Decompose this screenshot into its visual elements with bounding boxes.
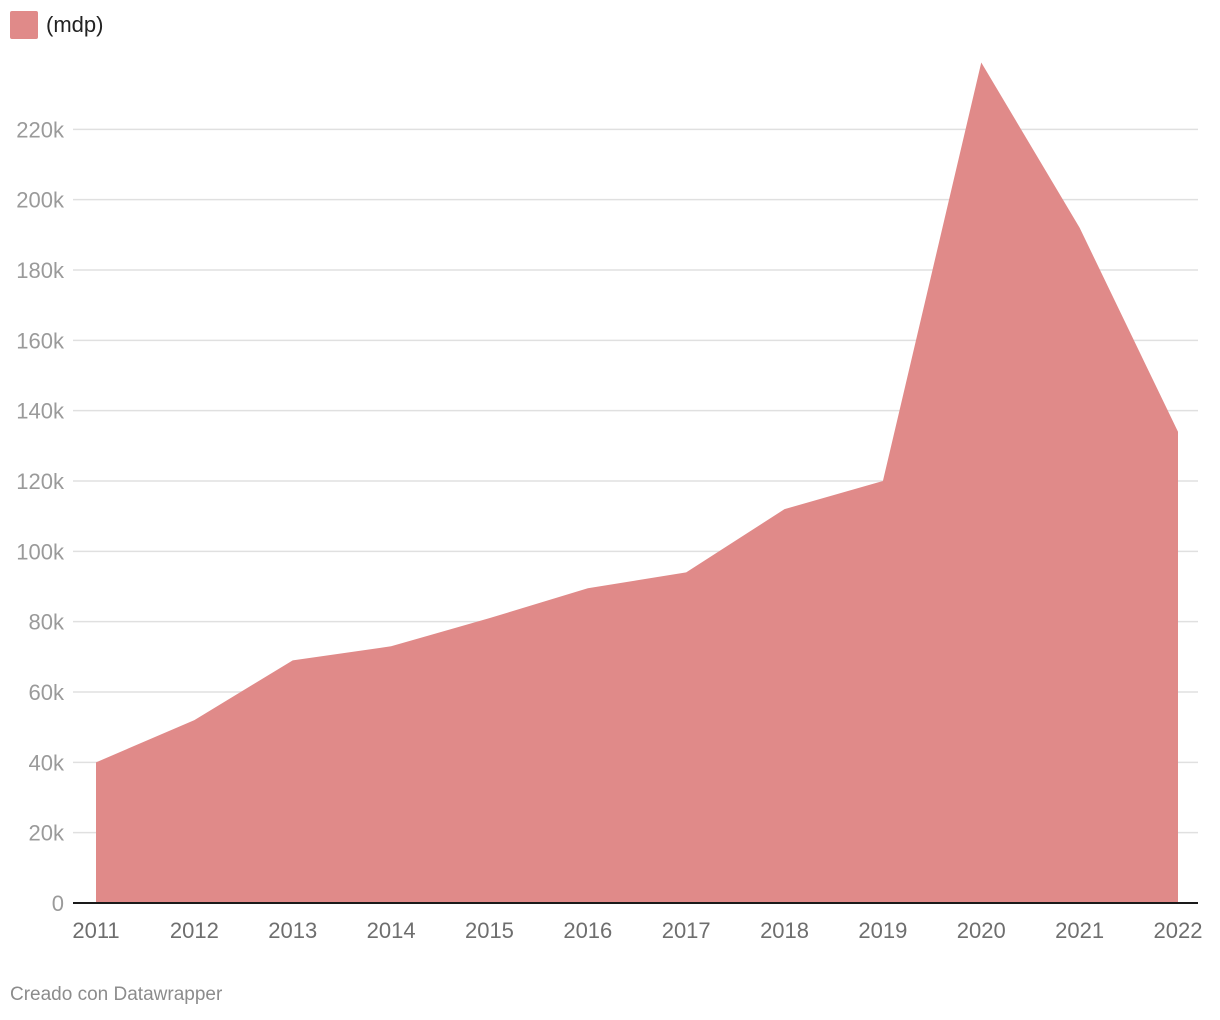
y-tick-label: 200k [16,188,65,213]
x-tick-label: 2018 [760,918,809,943]
y-tick-label: 20k [29,821,65,846]
x-tick-label: 2012 [170,918,219,943]
y-tick-label: 220k [16,117,65,142]
x-axis-ticks: 2011 2012 2013 2014 2015 2016 2017 2018 2019 2020… [72,918,1202,943]
area-series [96,62,1178,904]
x-tick-label: 2022 [1154,918,1203,943]
y-tick-label: 80k [29,610,65,635]
y-tick-label: 160k [16,328,65,353]
legend-label: (mdp) [46,12,104,37]
x-tick-label: 2014 [367,918,416,943]
footer-credit: Creado con Datawrapper [10,984,223,1005]
x-tick-label: 2016 [563,918,612,943]
x-tick-label: 2017 [662,918,711,943]
x-tick-label: 2013 [268,918,317,943]
x-tick-label: 2015 [465,918,514,943]
y-tick-label: 60k [29,680,65,705]
y-tick-label: 0 [52,891,64,916]
area-fill [96,62,1178,904]
y-axis-ticks: 0 20k 40k 60k 80k 100k 120k 140k 160k 180k 200k 220… [16,117,65,916]
x-tick-label: 2019 [858,918,907,943]
y-tick-label: 40k [29,750,65,775]
x-tick-label: 2021 [1055,918,1104,943]
y-tick-label: 120k [16,469,65,494]
y-tick-label: 100k [16,539,65,564]
legend: (mdp) [10,10,103,40]
legend-swatch [10,11,38,39]
x-tick-label: 2011 [72,918,119,943]
y-tick-label: 180k [16,258,65,283]
x-tick-label: 2020 [957,918,1006,943]
y-tick-label: 140k [16,399,65,424]
